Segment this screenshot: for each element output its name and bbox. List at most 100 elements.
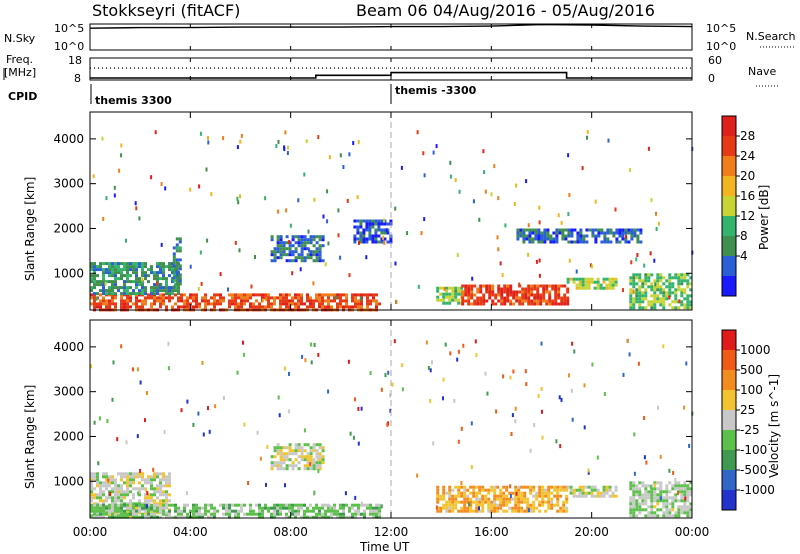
heat-cell — [635, 257, 638, 262]
heat-cell — [102, 512, 105, 516]
heat-cell — [546, 237, 550, 241]
heat-cell — [270, 506, 273, 510]
heat-cell — [641, 502, 645, 506]
heat-cell — [578, 488, 582, 492]
heat-cell — [665, 496, 669, 500]
heat-cell — [279, 244, 283, 248]
heat-cell — [556, 509, 560, 513]
heat-cell — [156, 487, 159, 491]
heat-cell — [324, 262, 327, 267]
heat-cell — [96, 515, 99, 519]
heat-cell — [111, 499, 114, 503]
heat-cell — [491, 284, 495, 288]
heat-cell — [117, 271, 120, 275]
heat-cell — [282, 458, 286, 462]
heat-cell — [207, 406, 209, 411]
heat-cell — [172, 279, 176, 283]
heat-cell — [144, 292, 147, 296]
heat-cell — [315, 452, 319, 456]
heat-cell — [300, 256, 304, 260]
heat-cell — [93, 503, 96, 507]
heat-cell — [95, 296, 98, 301]
heat-cell — [590, 488, 594, 492]
heat-cell — [605, 491, 609, 495]
heat-cell — [482, 302, 486, 306]
heat-cell — [178, 258, 182, 262]
heat-cell — [90, 289, 93, 293]
heat-cell — [556, 485, 560, 489]
heat-cell — [186, 503, 189, 507]
heat-cell — [575, 286, 579, 290]
heat-cell — [551, 284, 555, 288]
heat-cell — [315, 515, 318, 519]
heat-cell — [90, 484, 93, 488]
heat-cell — [557, 213, 560, 218]
heat-cell — [457, 439, 460, 444]
heat-cell — [547, 506, 551, 510]
x-tick-label: 16:00 — [474, 525, 509, 539]
heat-cell — [359, 240, 363, 244]
heat-cell — [635, 514, 639, 518]
heat-cell — [689, 490, 693, 494]
heat-cell — [213, 302, 216, 306]
heat-cell — [339, 293, 342, 297]
heat-cell — [445, 295, 449, 299]
heat-cell — [315, 247, 319, 251]
heat-cell — [562, 500, 566, 504]
heat-cell — [123, 503, 126, 507]
heat-cell — [243, 293, 246, 297]
heat-cell — [318, 461, 322, 465]
heat-cell — [141, 478, 144, 482]
heat-cell — [520, 485, 524, 489]
heat-cell — [147, 293, 150, 297]
heat-cell — [345, 296, 348, 300]
heat-cell — [468, 502, 470, 507]
heat-cell — [439, 506, 443, 510]
heat-cell — [259, 456, 262, 461]
heat-cell — [375, 503, 378, 507]
heat-cell — [132, 496, 135, 500]
heat-cell — [102, 490, 105, 494]
heat-cell — [225, 503, 228, 507]
heat-cell — [354, 302, 357, 306]
heat-cell — [641, 496, 645, 500]
heat-cell — [529, 506, 533, 510]
heat-cell — [318, 305, 321, 309]
heat-cell — [273, 253, 277, 257]
heat-cell — [628, 352, 631, 357]
heat-cell — [93, 299, 96, 303]
heat-cell — [680, 499, 684, 503]
heat-cell — [644, 493, 648, 497]
heat-cell — [482, 296, 486, 300]
heat-cell — [180, 293, 183, 297]
heat-cell — [496, 497, 500, 501]
heat-cell — [632, 490, 636, 494]
heat-cell — [445, 289, 449, 293]
heat-cell — [683, 276, 687, 280]
colorbar-swatch — [722, 236, 736, 257]
heat-cell — [108, 271, 111, 275]
heat-cell — [534, 231, 538, 235]
heat-cell — [283, 147, 286, 152]
heat-cell — [518, 282, 521, 287]
heat-cell — [139, 380, 142, 385]
heat-cell — [502, 494, 506, 498]
heat-cell — [165, 305, 168, 309]
heat-cell — [186, 515, 189, 519]
heat-cell — [509, 494, 512, 498]
heat-cell — [632, 514, 636, 518]
heat-cell — [315, 467, 319, 471]
heat-cell — [126, 292, 129, 296]
heat-cell — [356, 195, 359, 200]
heat-cell — [297, 241, 301, 245]
heat-cell — [541, 409, 543, 414]
heat-cell — [336, 302, 339, 306]
heat-cell — [159, 515, 162, 519]
heat-cell — [472, 491, 476, 495]
heat-cell — [596, 488, 600, 492]
heat-cell — [279, 446, 283, 450]
heat-cell — [400, 165, 403, 170]
heat-cell — [442, 506, 446, 510]
heat-cell — [686, 279, 690, 283]
heat-cell — [309, 455, 313, 459]
